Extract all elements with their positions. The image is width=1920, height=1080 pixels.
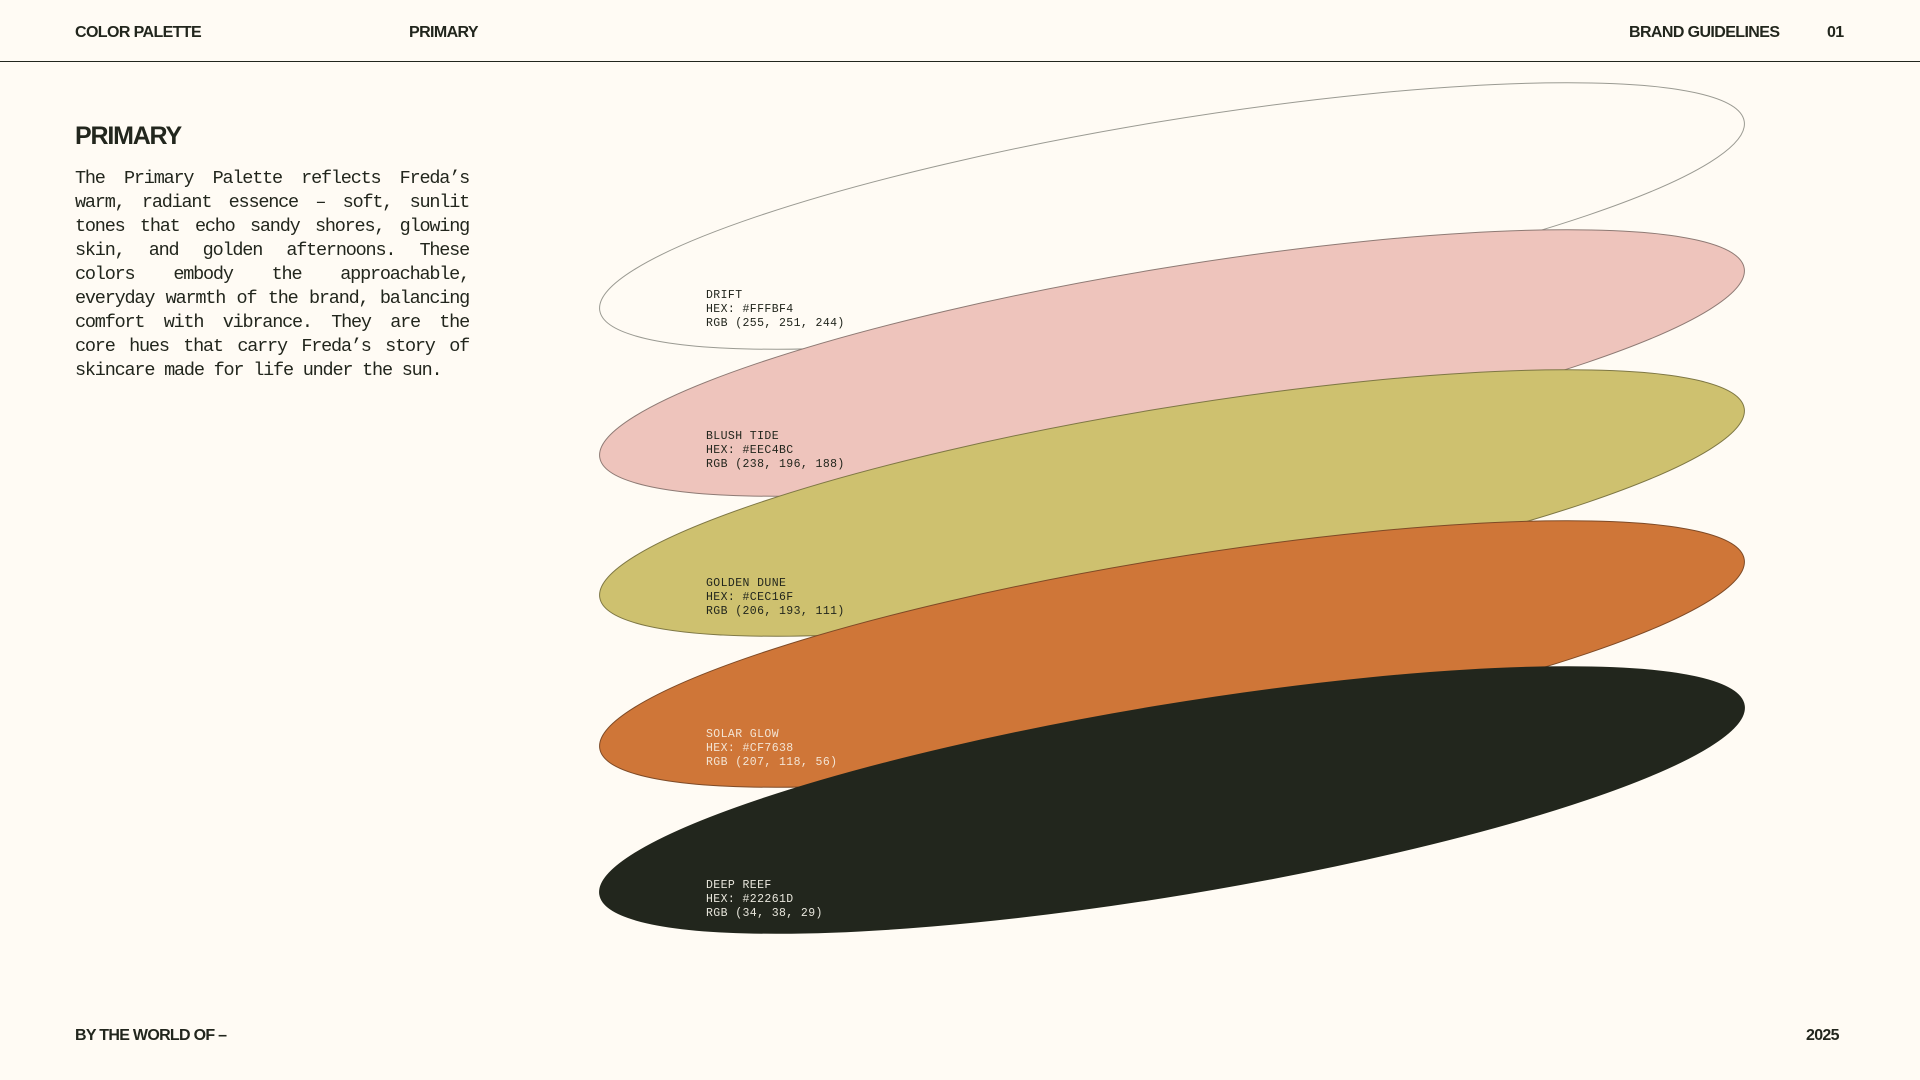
swatch-rgb: RGB (34, 38, 29) xyxy=(706,907,823,920)
swatch-rgb: RGB (255, 251, 244) xyxy=(706,317,845,330)
header-guidelines: BRAND GUIDELINES xyxy=(1629,24,1780,41)
header-section: PRIMARY xyxy=(409,24,479,41)
section-title: PRIMARY xyxy=(75,122,182,150)
swatch-rgb: RGB (207, 118, 56) xyxy=(706,756,837,769)
swatch-hex: HEX: #22261D xyxy=(706,893,794,906)
swatch-hex: HEX: #FFFBF4 xyxy=(706,303,794,316)
footer-credit: BY THE WORLD OF – xyxy=(75,1027,227,1044)
swatch-hex: HEX: #EEC4BC xyxy=(706,444,794,457)
swatch-name: SOLAR GLOW xyxy=(706,728,779,741)
swatch-shape xyxy=(599,666,1745,934)
page-number: 01 xyxy=(1827,24,1844,41)
palette-description: The Primary Palette reflects Freda’s war… xyxy=(75,168,470,381)
swatch-hex: HEX: #CF7638 xyxy=(706,742,794,755)
footer-year: 2025 xyxy=(1806,1027,1839,1044)
header-title: COLOR PALETTE xyxy=(75,24,202,41)
swatch-name: BLUSH TIDE xyxy=(706,430,779,443)
swatch-name: DRIFT xyxy=(706,289,743,302)
swatch-name: DEEP REEF xyxy=(706,879,772,892)
swatch-rgb: RGB (238, 196, 188) xyxy=(706,458,845,471)
header-divider xyxy=(0,61,1920,62)
swatch-rgb: RGB (206, 193, 111) xyxy=(706,605,845,618)
swatch-name: GOLDEN DUNE xyxy=(706,577,786,590)
swatch-hex: HEX: #CEC16F xyxy=(706,591,794,604)
